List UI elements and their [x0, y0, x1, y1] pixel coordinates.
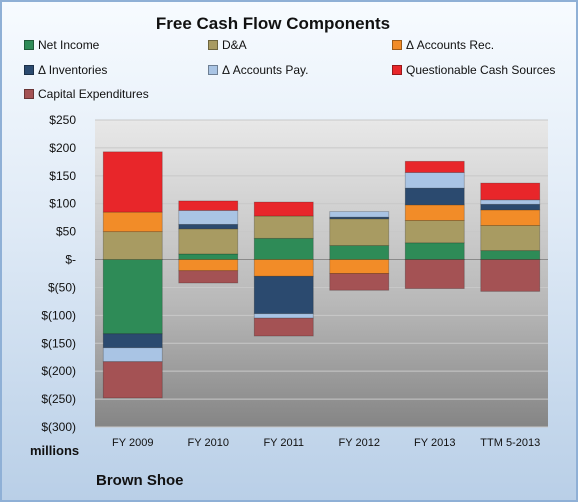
- bar-segment: [102, 361, 163, 399]
- chart-title: Free Cash Flow Components: [155, 14, 391, 33]
- units-label: millions: [30, 443, 80, 458]
- bar-segment: [178, 228, 239, 255]
- legend-label-questionable-cash: Questionable Cash Sources: [406, 63, 556, 77]
- legend-swatch-inventories: [24, 65, 34, 75]
- bar-segment: [102, 231, 163, 260]
- y-tick-label: $(150): [41, 336, 76, 350]
- bar-segment: [329, 218, 390, 246]
- legend-da: D&A: [208, 38, 247, 52]
- legend-swatch-accounts-rec: [392, 40, 402, 50]
- legend-swatch-da: [208, 40, 218, 50]
- y-tick-label: $150: [49, 169, 76, 183]
- bar-segment: [253, 313, 314, 319]
- bar-segment: [253, 237, 314, 260]
- x-tick-label: FY 2009: [112, 437, 153, 449]
- bar-segment: [178, 270, 239, 284]
- legend-accounts-pay: Δ Accounts Pay.: [208, 63, 309, 77]
- x-tick-label: TTM 5-2013: [480, 437, 540, 449]
- x-tick-label: FY 2010: [188, 437, 229, 449]
- bar-segment: [404, 160, 465, 173]
- y-tick-label: $50: [56, 225, 76, 239]
- y-tick-label: $(250): [41, 392, 76, 406]
- bar-segment: [404, 172, 465, 189]
- bar-segment: [253, 275, 314, 315]
- legend-label-accounts-pay: Δ Accounts Pay.: [222, 63, 309, 77]
- bar-segment: [102, 333, 163, 349]
- y-tick-label: $(100): [41, 308, 76, 322]
- legend-net-income: Net Income: [24, 38, 99, 52]
- bar-segment: [480, 250, 541, 260]
- y-tick-label: $-: [65, 253, 76, 267]
- legend-label-inventories: Δ Inventories: [38, 63, 108, 77]
- bar-segment: [329, 273, 390, 291]
- bar-segment: [404, 187, 465, 206]
- legend-label-net-income: Net Income: [38, 38, 100, 52]
- bar-segment: [480, 209, 541, 226]
- bar-segment: [102, 347, 163, 363]
- bar-segment: [178, 253, 239, 260]
- legend-swatch-capex: [24, 89, 34, 99]
- legend-inventories: Δ Inventories: [24, 63, 107, 77]
- x-tick-label: FY 2012: [339, 437, 380, 449]
- bar-segment: [178, 200, 239, 211]
- bar-segment: [178, 210, 239, 225]
- x-tick-label: FY 2011: [263, 437, 304, 449]
- bar-segment: [480, 225, 541, 252]
- legend-questionable-cash: Questionable Cash Sources: [392, 63, 555, 77]
- legend-label-capex: Capital Expenditures: [38, 87, 149, 101]
- legend-label-da: D&A: [222, 38, 247, 52]
- y-tick-label: $100: [49, 197, 76, 211]
- bar-segment: [329, 211, 390, 218]
- plot-area: [95, 120, 548, 427]
- bar-segment: [480, 259, 541, 292]
- bar-segment: [329, 245, 390, 260]
- bar-segment: [480, 203, 541, 211]
- bar-segment: [178, 259, 239, 272]
- legend-capex: Capital Expenditures: [24, 87, 149, 101]
- y-tick-label: $(300): [41, 420, 76, 434]
- legend-swatch-net-income: [24, 40, 34, 50]
- y-tick-label: $(50): [48, 280, 76, 294]
- legend-accounts-rec: Δ Accounts Rec.: [392, 38, 494, 52]
- legend-swatch-questionable-cash: [392, 65, 402, 75]
- bar-segment: [329, 259, 390, 274]
- legend-swatch-accounts-pay: [208, 65, 218, 75]
- bar-segment: [404, 220, 465, 244]
- bar-segment: [404, 204, 465, 221]
- y-tick-label: $200: [49, 141, 76, 155]
- bar-segment: [253, 215, 314, 239]
- bar-segment: [102, 259, 163, 335]
- bar-segment: [253, 317, 314, 337]
- bar-segment: [404, 259, 465, 289]
- bar-segment: [178, 223, 239, 230]
- bar-segment: [480, 182, 541, 201]
- bar-segment: [404, 242, 465, 260]
- bar-segment: [480, 199, 541, 205]
- bar-segment: [253, 201, 314, 217]
- bar-segment: [102, 151, 163, 213]
- company-name: Brown Shoe: [96, 472, 184, 489]
- y-tick-label: $250: [49, 113, 76, 127]
- bar-segment: [102, 211, 163, 233]
- legend-label-accounts-rec: Δ Accounts Rec.: [406, 38, 495, 52]
- y-tick-label: $(200): [41, 364, 76, 378]
- bar-segment: [253, 259, 314, 277]
- x-tick-label: FY 2013: [414, 437, 455, 449]
